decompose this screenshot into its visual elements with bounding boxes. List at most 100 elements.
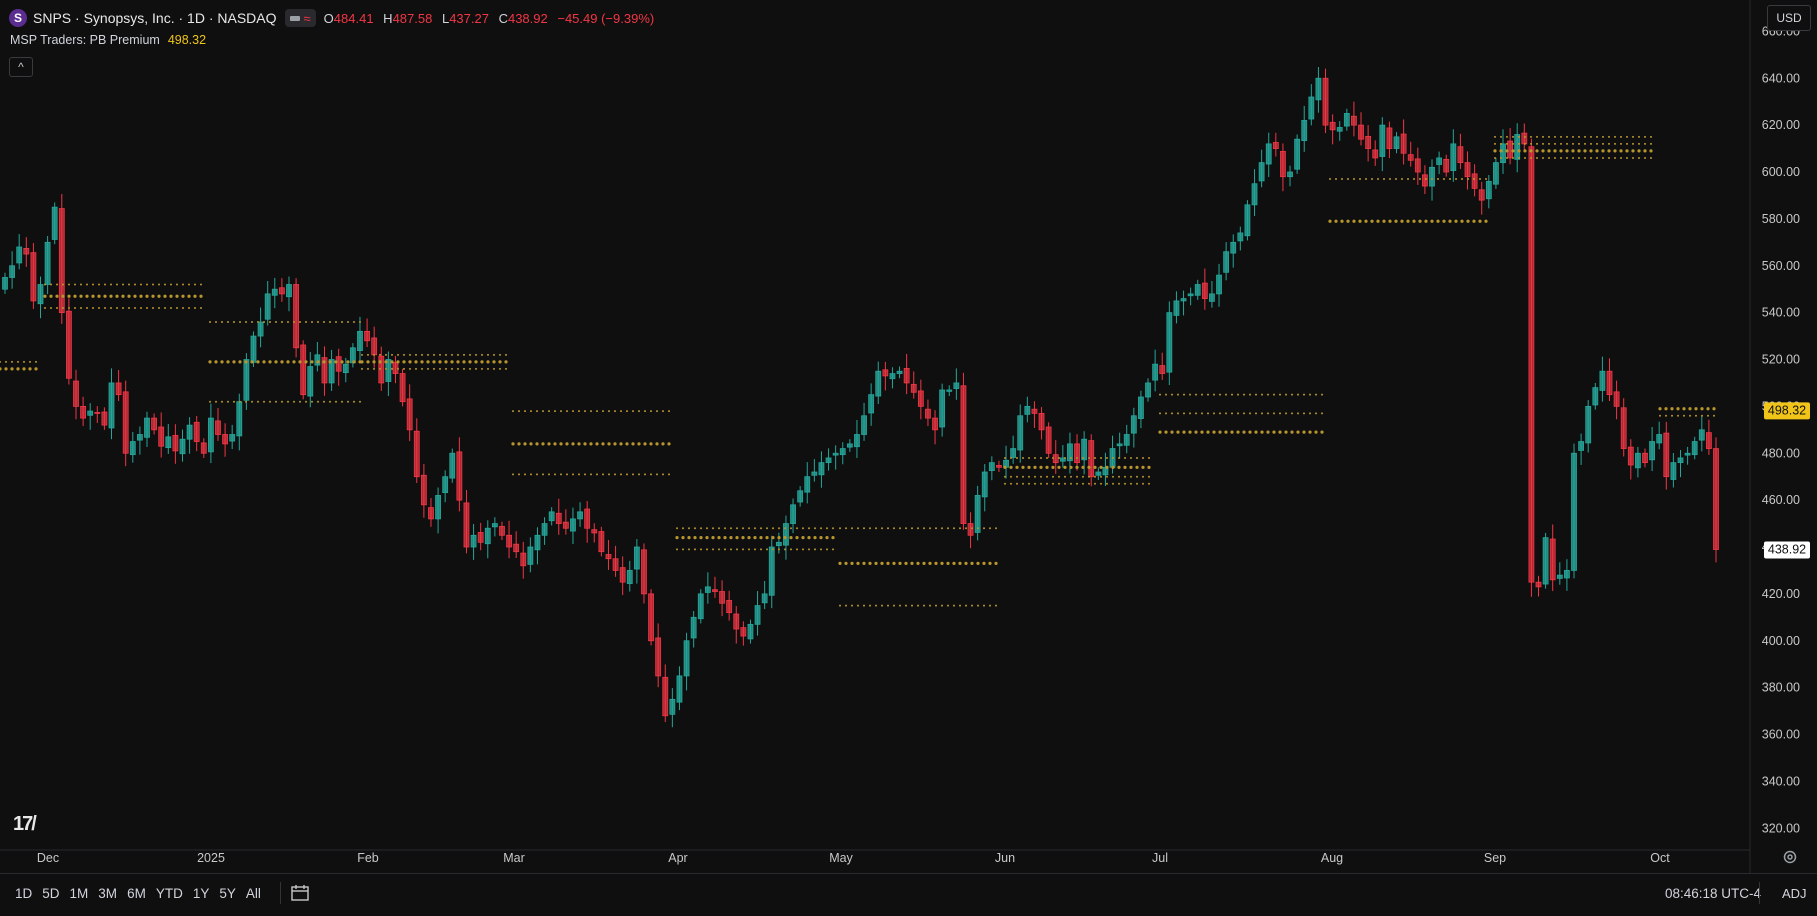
adjust-dividends-toggle[interactable]: ADJ [1782, 886, 1807, 901]
candle-body [1478, 189, 1485, 201]
candle-body [1443, 158, 1450, 173]
tradingview-logo-icon[interactable]: 17/ [13, 813, 37, 835]
candle-body [477, 532, 484, 543]
candle-body [193, 421, 200, 442]
candle-body [342, 363, 349, 374]
candle-body [1194, 284, 1201, 296]
range-5y[interactable]: 5Y [219, 886, 236, 901]
last-price-tag-text: 438.92 [1768, 543, 1806, 557]
candle-body [1414, 158, 1421, 173]
candle-body [655, 637, 662, 677]
candle-body [1351, 115, 1357, 126]
candle-body [946, 389, 953, 392]
range-6m[interactable]: 6M [127, 886, 146, 901]
candle-body [1358, 124, 1364, 140]
candle-body [129, 441, 136, 456]
time-axis-label: Sep [1484, 851, 1506, 865]
candle-body [1677, 457, 1684, 464]
candle-body [257, 321, 264, 337]
candle-body [1613, 391, 1620, 407]
range-1m[interactable]: 1M [69, 886, 89, 901]
candle-body [1365, 135, 1372, 149]
candle-body [1045, 426, 1052, 454]
range-1d[interactable]: 1D [15, 886, 33, 901]
range-5d[interactable]: 5D [42, 886, 60, 901]
candle-body [286, 284, 292, 298]
candle-body [669, 698, 676, 715]
candle-body [2, 277, 8, 290]
range-1y[interactable]: 1Y [192, 886, 210, 901]
candle-body [676, 675, 683, 703]
candle-body [87, 410, 94, 416]
price-axis-label: 480.00 [1762, 446, 1800, 460]
candle-body [1372, 149, 1379, 159]
candle-body [73, 380, 79, 407]
candle-body [16, 246, 23, 264]
price-chart[interactable]: 660.00640.00620.00600.00580.00560.00540.… [0, 0, 1817, 873]
candle-body [868, 394, 875, 414]
candle-body [463, 502, 470, 548]
candle-body [1706, 432, 1712, 449]
candle-body [719, 591, 725, 604]
candle-body [1244, 204, 1251, 237]
candle-body [917, 390, 924, 407]
indicator-legend[interactable]: MSP Traders: PB Premium 498.32 [10, 33, 206, 47]
currency-button[interactable]: USD [1767, 5, 1811, 31]
candle-body [591, 529, 598, 534]
market-status-pill[interactable]: ≈ [284, 9, 316, 27]
change-value: −45.49 (−9.39%) [557, 10, 655, 26]
candle-body [1556, 574, 1563, 579]
candle-body [271, 288, 278, 296]
candle-body [1237, 232, 1244, 242]
candle-body [1123, 434, 1130, 446]
calendar-goto-icon[interactable] [290, 884, 310, 902]
candle-body [250, 335, 257, 363]
candle-body [861, 415, 867, 435]
candle-body [960, 385, 967, 524]
price-axis-label: 460.00 [1762, 493, 1800, 507]
candle-body [243, 359, 250, 401]
candle-body [1187, 293, 1194, 297]
candle-body [1656, 434, 1663, 444]
candle-body [179, 438, 186, 455]
candle-body [378, 355, 385, 384]
candle-body [939, 389, 946, 428]
indicator-name: MSP Traders: PB Premium [10, 33, 160, 47]
range-3m[interactable]: 3M [98, 886, 118, 901]
candle-body [1067, 443, 1073, 462]
candle-body [484, 527, 491, 545]
candle-body [449, 452, 456, 479]
candle-body [712, 589, 718, 592]
candle-body [598, 531, 605, 553]
candle-body [151, 417, 157, 431]
candle-body [1592, 387, 1599, 406]
symbol-title[interactable]: SNPS · Synopsys, Inc. · 1D · NASDAQ [33, 10, 277, 26]
candle-body [1585, 405, 1592, 444]
collapse-legend-button[interactable]: ^ [9, 57, 33, 77]
candle-body [1251, 183, 1258, 206]
candle-body [1635, 452, 1641, 469]
candle-body [499, 525, 505, 536]
candle-body [1500, 143, 1506, 164]
candle-body [1606, 370, 1613, 396]
clock-timezone[interactable]: 08:46:18 UTC-4 [1665, 886, 1762, 901]
candle-body [896, 370, 903, 374]
indicator-value: 498.32 [167, 33, 207, 47]
candle-body [988, 462, 995, 471]
candle-body [278, 287, 285, 295]
range-all[interactable]: All [245, 886, 261, 901]
settings-gear-icon[interactable] [1782, 849, 1798, 865]
candle-body [846, 443, 853, 448]
range-ytd[interactable]: YTD [155, 886, 183, 901]
candle-body [619, 567, 626, 583]
candle-body [80, 405, 86, 419]
candle-body [697, 593, 704, 620]
candle-body [293, 284, 299, 349]
candle-body [1493, 162, 1499, 185]
candle-body [335, 356, 342, 372]
candle-body [357, 330, 363, 351]
candle-body [534, 534, 541, 551]
candle-body [9, 265, 15, 278]
candle-body [1642, 452, 1648, 464]
candle-body [1074, 443, 1080, 464]
